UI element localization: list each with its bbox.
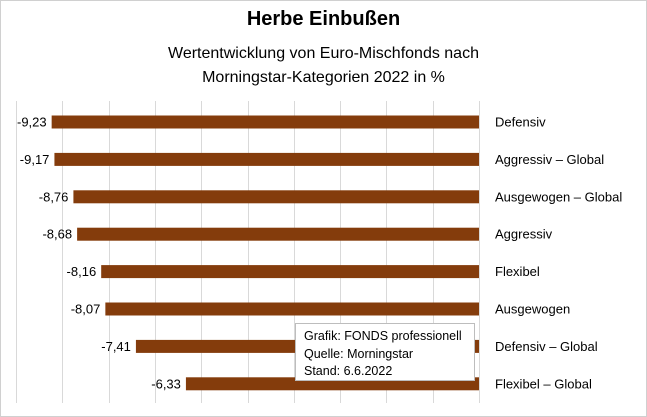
bar	[105, 302, 479, 316]
category-label: Aggressiv – Global	[495, 152, 604, 167]
bar	[54, 152, 479, 166]
category-label: Ausgewogen – Global	[495, 189, 622, 204]
chart-title: Herbe Einbußen	[246, 8, 401, 30]
bar	[73, 190, 480, 204]
category-label: Flexibel – Global	[495, 376, 592, 391]
data-label: -8,16	[67, 264, 97, 279]
data-label: -8,07	[71, 302, 101, 317]
chart-subtitle-line-2: Morningstar-Kategorien 2022 in %	[202, 69, 445, 86]
bar	[77, 227, 479, 241]
bar	[101, 265, 479, 279]
source-date: Stand: 6.6.2022	[304, 364, 393, 378]
chart-subtitle-line-1: Wertentwicklung von Euro-Mischfonds nach	[168, 45, 479, 62]
data-label: -9,23	[17, 115, 47, 130]
category-label: Ausgewogen	[495, 302, 570, 317]
category-label: Aggressiv	[495, 227, 553, 242]
data-label: -6,33	[151, 376, 181, 391]
category-label: Defensiv – Global	[495, 339, 598, 354]
source-credit: Grafik: FONDS professionell	[304, 329, 462, 343]
data-label: -8,76	[39, 189, 69, 204]
data-label: -8,68	[42, 227, 72, 242]
chart-subtitle: Wertentwicklung von Euro-Mischfonds nach…	[1, 42, 646, 90]
data-label: -7,41	[101, 339, 131, 354]
source-origin: Quelle: Morningstar	[304, 346, 414, 361]
source-box: Grafik: FONDS professionell Quelle: Morn…	[295, 323, 475, 381]
category-label: Flexibel	[495, 264, 540, 279]
bar	[51, 115, 479, 129]
data-label: -9,17	[20, 152, 50, 167]
category-label: Defensiv	[495, 115, 546, 130]
